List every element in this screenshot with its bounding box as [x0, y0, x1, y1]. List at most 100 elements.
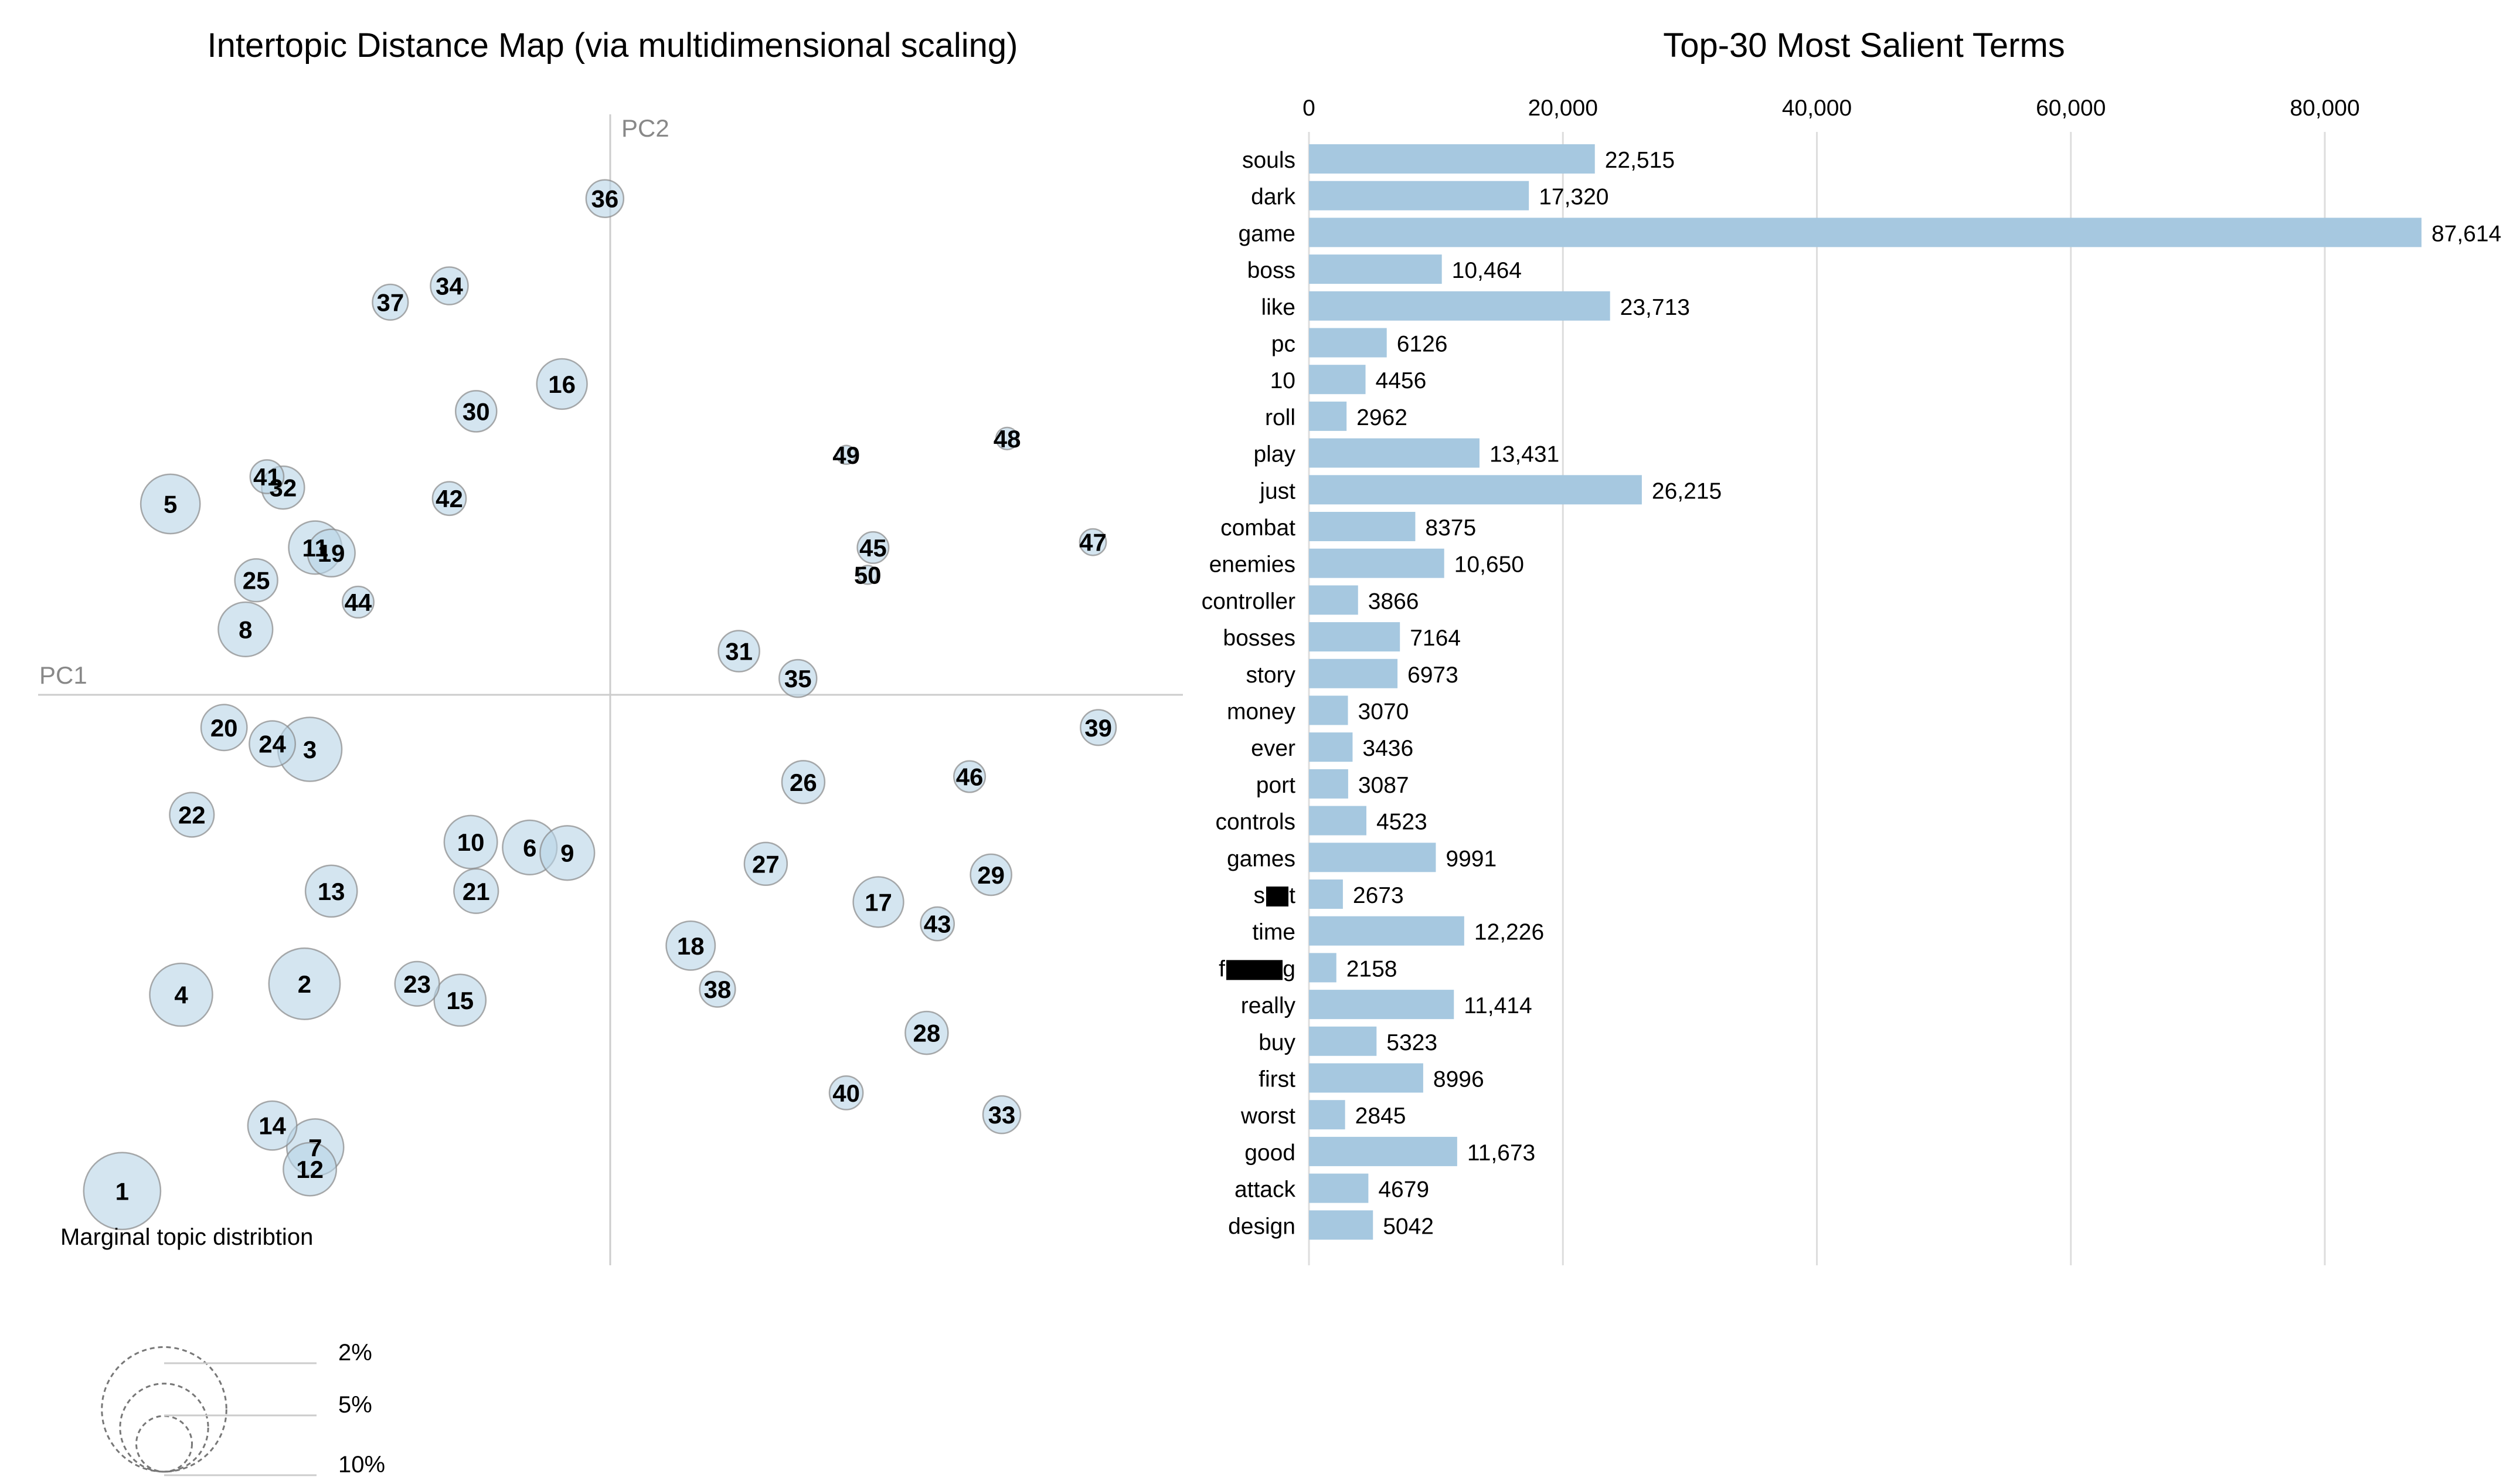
topic-label-16: 16 — [548, 371, 576, 398]
topic-bubble-15[interactable] — [433, 973, 487, 1027]
topic-bubble-28[interactable] — [904, 1010, 949, 1055]
bar-story[interactable] — [1309, 658, 1398, 688]
topic-bubble-8[interactable] — [217, 601, 274, 658]
bar-attack[interactable] — [1309, 1173, 1369, 1203]
topic-label-31: 31 — [725, 638, 753, 665]
bar-dark[interactable] — [1309, 181, 1529, 210]
topic-bubble-29[interactable] — [970, 853, 1012, 896]
topic-bubble-9[interactable] — [539, 825, 596, 881]
topic-label-21: 21 — [462, 878, 490, 905]
topic-bubble-46[interactable] — [953, 760, 987, 793]
topic-bubble-19[interactable] — [307, 528, 356, 578]
value-label-port: 3087 — [1358, 773, 1409, 798]
bar-bosses[interactable] — [1309, 622, 1400, 652]
topic-label-42: 42 — [436, 485, 463, 512]
value-label-really: 11,414 — [1464, 993, 1532, 1018]
topic-label-36: 36 — [591, 185, 618, 213]
topic-bubble-13[interactable] — [304, 864, 358, 918]
bar-first[interactable] — [1309, 1063, 1423, 1093]
topic-bubble-39[interactable] — [1080, 709, 1117, 746]
bar-time[interactable] — [1309, 916, 1464, 946]
topic-label-30: 30 — [462, 398, 490, 425]
topic-bubble-40[interactable] — [828, 1075, 864, 1111]
topic-bubble-38[interactable] — [699, 970, 736, 1008]
value-label-time: 12,226 — [1474, 920, 1544, 945]
topic-bubble-16[interactable] — [536, 358, 588, 410]
topic-bubble-44[interactable] — [341, 585, 375, 619]
topic-label-41: 41 — [253, 463, 281, 491]
bar-boss[interactable] — [1309, 254, 1442, 284]
bar-game[interactable] — [1309, 218, 2422, 247]
topic-bubble-33[interactable] — [982, 1095, 1022, 1135]
topic-bubble-48[interactable] — [995, 426, 1019, 451]
topic-bubble-17[interactable] — [852, 876, 904, 928]
bar-controls[interactable] — [1309, 806, 1366, 836]
topic-label-19: 19 — [318, 539, 345, 567]
topic-bubble-5[interactable] — [140, 473, 201, 535]
topic-bubble-2[interactable] — [268, 947, 341, 1020]
bar-port[interactable] — [1309, 769, 1348, 799]
bar-souls[interactable] — [1309, 144, 1595, 174]
topic-bubble-20[interactable] — [200, 704, 248, 752]
topic-bubble-43[interactable] — [920, 906, 955, 942]
bar-buy[interactable] — [1309, 1026, 1377, 1056]
topic-bubble-42[interactable] — [431, 481, 467, 517]
topic-bubble-35[interactable] — [778, 658, 818, 698]
bar-design[interactable] — [1309, 1210, 1373, 1240]
bar-s[interactable] — [1309, 879, 1343, 909]
bar-like[interactable] — [1309, 291, 1610, 321]
topic-bubble-12[interactable] — [283, 1142, 338, 1197]
bar-controller[interactable] — [1309, 585, 1358, 615]
bar-pc[interactable] — [1309, 328, 1387, 358]
topic-label-12: 12 — [296, 1156, 324, 1183]
topic-bubble-45[interactable] — [856, 531, 890, 564]
topic-bubble-1[interactable] — [83, 1152, 162, 1231]
topic-bubble-21[interactable] — [453, 868, 499, 914]
term-label-buy: buy — [1259, 1030, 1295, 1055]
topic-bubble-41[interactable] — [249, 459, 285, 494]
topic-bubble-24[interactable] — [249, 720, 296, 768]
term-label-enemies: enemies — [1209, 552, 1295, 578]
term-label-just: just — [1259, 478, 1295, 504]
topic-label-48: 48 — [994, 425, 1021, 453]
topic-bubble-27[interactable] — [743, 841, 788, 887]
bar-combat[interactable] — [1309, 512, 1416, 541]
bar-10[interactable] — [1309, 365, 1366, 395]
topic-bubble-14[interactable] — [247, 1100, 298, 1151]
topic-bubble-25[interactable] — [234, 558, 278, 603]
bar-enemies[interactable] — [1309, 548, 1444, 578]
topic-bubble-37[interactable] — [372, 283, 409, 321]
term-label-design: design — [1228, 1214, 1295, 1239]
topic-label-47: 47 — [1079, 529, 1107, 556]
bar-play[interactable] — [1309, 438, 1480, 468]
bar-money[interactable] — [1309, 695, 1348, 725]
value-label-money: 3070 — [1358, 699, 1409, 725]
topic-bubble-36[interactable] — [585, 179, 625, 218]
bar-games[interactable] — [1309, 843, 1436, 872]
topic-bubble-4[interactable] — [149, 962, 213, 1027]
topic-label-26: 26 — [790, 769, 817, 796]
bar-really[interactable] — [1309, 990, 1454, 1020]
topic-label-10: 10 — [457, 828, 485, 856]
topic-bubble-34[interactable] — [430, 266, 469, 305]
topic-bubble-31[interactable] — [717, 630, 760, 673]
topic-bubble-49[interactable] — [836, 444, 856, 466]
bar-good[interactable] — [1309, 1136, 1457, 1166]
bar-worst[interactable] — [1309, 1100, 1345, 1130]
term-label-pc: pc — [1271, 332, 1295, 357]
value-label-combat: 8375 — [1425, 515, 1476, 541]
legend-circle-5pct — [119, 1383, 209, 1473]
topic-bubble-26[interactable] — [781, 760, 826, 804]
topic-bubble-10[interactable] — [443, 814, 498, 870]
topic-bubble-47[interactable] — [1079, 528, 1107, 556]
topic-bubble-23[interactable] — [394, 960, 440, 1007]
bar-f[interactable] — [1309, 953, 1336, 983]
topic-bubble-18[interactable] — [665, 920, 716, 971]
bar-roll[interactable] — [1309, 401, 1347, 431]
value-label-s: 2673 — [1353, 883, 1404, 908]
topic-bubble-30[interactable] — [454, 390, 498, 433]
topic-bubble-22[interactable] — [169, 792, 215, 838]
bar-ever[interactable] — [1309, 732, 1353, 762]
topic-bubble-50[interactable] — [857, 565, 878, 585]
bar-just[interactable] — [1309, 475, 1642, 505]
